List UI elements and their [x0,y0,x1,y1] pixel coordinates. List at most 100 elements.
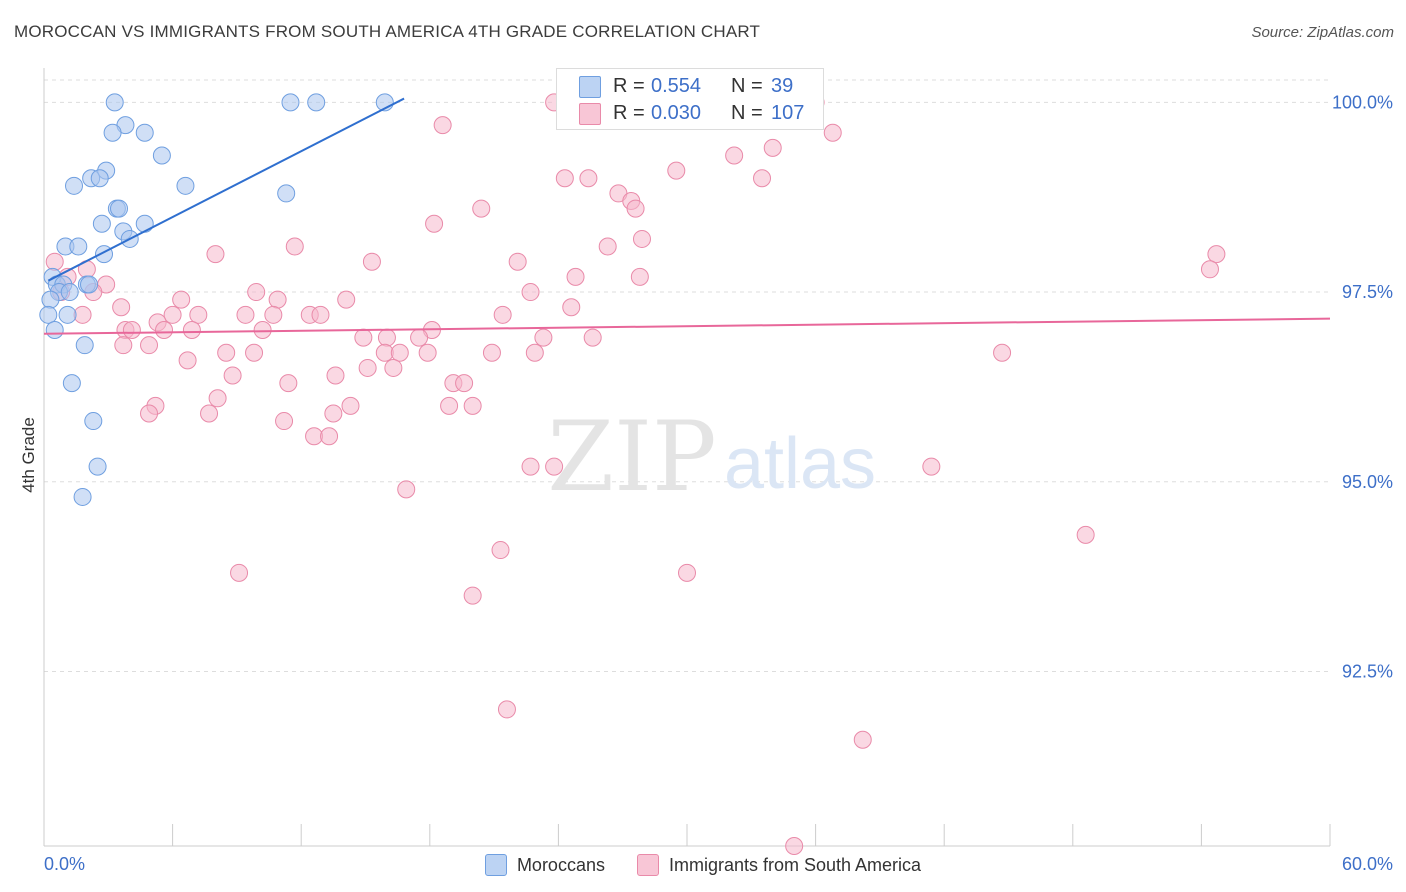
point-moroccans [62,374,81,393]
point-moroccans [307,93,326,112]
legend-label-immigrants: Immigrants from South America [668,854,922,875]
point-immigrants [433,116,452,135]
r-value-immigrants: 0.030 [651,102,702,124]
point-immigrants [208,389,227,408]
point-immigrants [1200,260,1219,279]
immigrants-swatch [579,102,601,125]
point-immigrants [337,290,356,309]
r-label: R = [613,102,645,124]
point-immigrants [140,336,159,355]
legend-item-moroccans[interactable]: Moroccans [484,854,605,876]
point-immigrants [521,283,540,302]
watermark-zip: ZIP [547,401,716,513]
point-immigrants [472,199,491,218]
stats-row-immigrants: R = 0.030 N = 107 [579,102,804,125]
point-moroccans [88,457,107,476]
point-immigrants [217,343,236,362]
point-immigrants [182,321,201,339]
point-moroccans [105,93,124,112]
y-tick-label: 100.0% [1332,92,1393,112]
point-immigrants [264,305,283,324]
point-immigrants [545,457,564,476]
legend-swatch-moroccans [484,854,507,876]
point-immigrants [598,237,617,256]
bottom-legend: Moroccans Immigrants from South America [0,850,1406,880]
legend-swatch-immigrants [636,854,659,876]
point-immigrants [390,343,409,362]
point-immigrants [497,700,516,719]
point-immigrants [566,267,585,286]
point-immigrants [324,404,343,423]
points-immigrants-south-america [45,93,1226,855]
point-immigrants [425,214,444,233]
point-immigrants [440,396,459,415]
n-value-immigrants: 107 [771,102,805,124]
point-moroccans [65,176,84,195]
point-immigrants [172,290,191,309]
point-immigrants [247,283,266,302]
x-tick-label: 60.0% [1342,854,1393,874]
point-immigrants [763,138,782,157]
point-immigrants [236,305,255,324]
point-immigrants [583,328,602,347]
point-immigrants [555,169,574,188]
point-immigrants [279,374,298,393]
moroccans-swatch [579,75,601,98]
point-moroccans [84,412,103,431]
point-immigrants [508,252,527,271]
point-immigrants [418,343,437,362]
point-immigrants [493,305,512,324]
point-immigrants [178,351,197,370]
point-immigrants [112,298,131,317]
legend-label-moroccans: Moroccans [516,854,605,875]
point-immigrants [206,245,225,264]
n-value-moroccans: 39 [771,75,794,97]
point-immigrants [253,321,272,339]
point-moroccans [176,176,195,195]
point-moroccans [73,487,92,506]
point-immigrants [163,305,182,324]
axes [43,68,1331,847]
point-immigrants [375,343,394,362]
point-moroccans [90,169,109,188]
point-immigrants [362,252,381,271]
point-immigrants [922,457,941,476]
point-immigrants [140,404,159,423]
point-moroccans [45,321,64,339]
r-label: R = [613,75,645,97]
point-immigrants [45,252,64,271]
point-immigrants [245,343,264,362]
y-axis-label: 4th Grade [19,417,38,493]
point-immigrants [463,396,482,415]
point-moroccans [135,123,154,142]
point-moroccans [103,123,122,142]
point-moroccans [75,336,94,355]
point-immigrants [626,199,645,218]
legend-item-immigrants[interactable]: Immigrants from South America [636,854,922,876]
point-immigrants [725,146,744,165]
points-moroccans [39,93,394,506]
point-immigrants [1207,245,1226,264]
point-immigrants [1076,525,1095,544]
watermark: ZIP atlas [547,401,876,513]
watermark-atlas: atlas [724,424,876,504]
point-immigrants [275,412,294,431]
point-immigrants [463,586,482,605]
point-immigrants [73,305,92,324]
y-tick-label: 92.5% [1342,661,1393,681]
point-immigrants [630,267,649,286]
point-immigrants [377,328,396,347]
point-moroccans [135,214,154,233]
point-moroccans [110,199,129,218]
point-immigrants [358,358,377,377]
axis-labels: 92.5% 95.0% 97.5% 100.0% 0.0% 60.0% 4th Grade [19,92,1393,874]
point-immigrants [753,169,772,188]
point-moroccans [58,305,77,324]
point-immigrants [285,237,304,256]
point-immigrants [223,366,242,385]
point-immigrants [200,404,219,423]
trend-line-moroccans [47,97,405,282]
point-immigrants [853,730,872,749]
point-immigrants [562,298,581,317]
